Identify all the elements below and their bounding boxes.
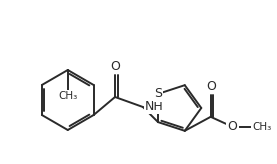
Text: O: O bbox=[110, 60, 120, 73]
Text: NH: NH bbox=[145, 100, 164, 113]
Text: O: O bbox=[207, 80, 217, 93]
Text: O: O bbox=[228, 120, 238, 133]
Text: CH₃: CH₃ bbox=[58, 91, 77, 101]
Text: CH₃: CH₃ bbox=[253, 122, 272, 132]
Text: S: S bbox=[154, 87, 162, 100]
